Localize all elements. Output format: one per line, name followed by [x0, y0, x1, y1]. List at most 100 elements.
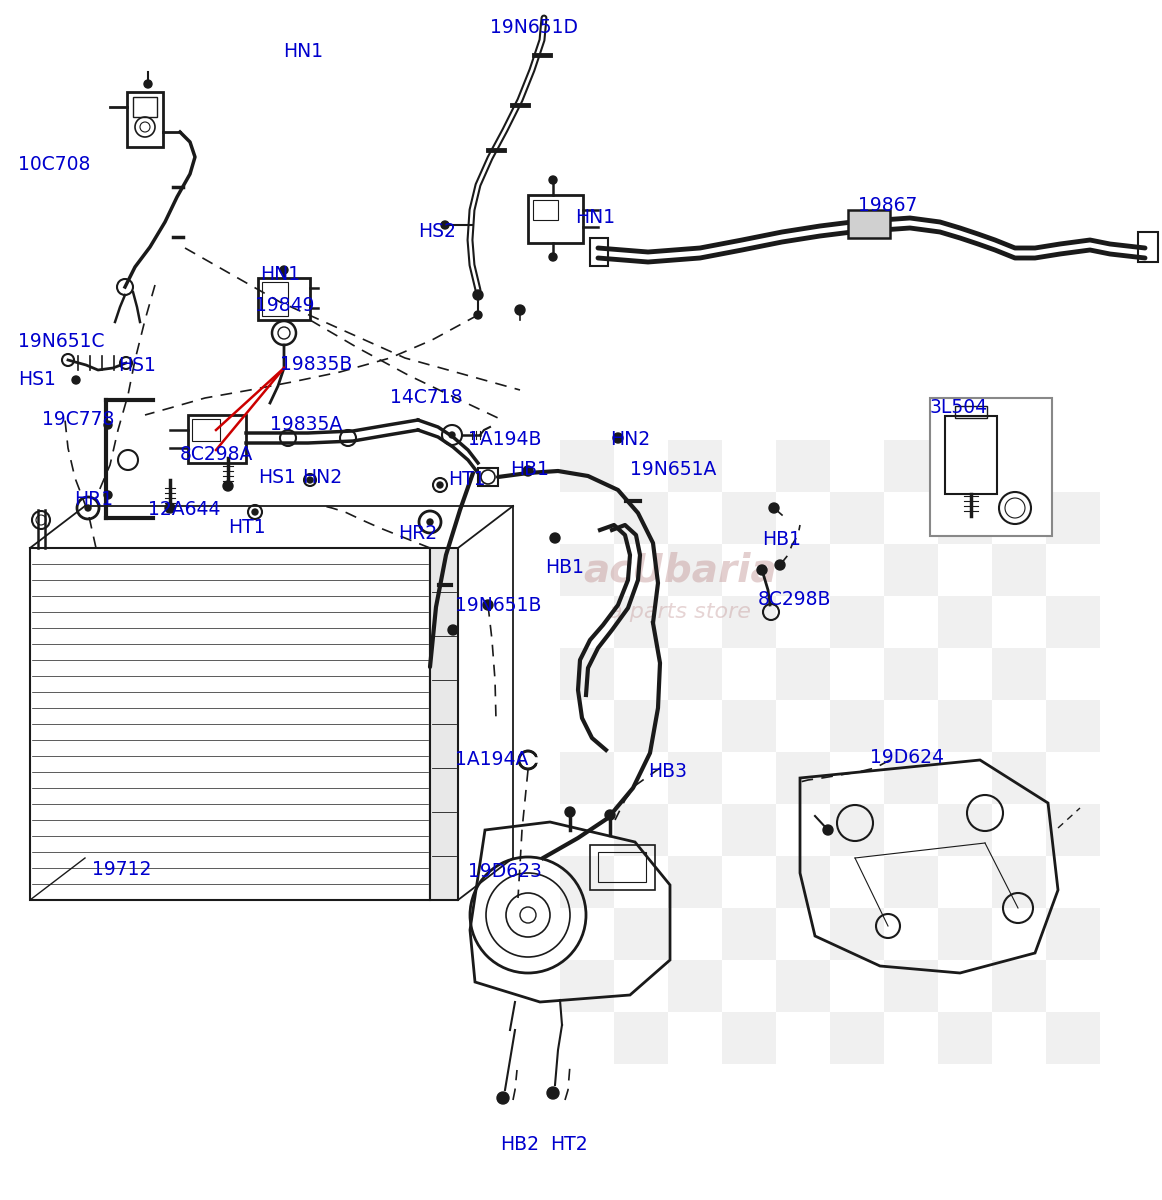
Text: 19849: 19849: [254, 296, 315, 314]
Circle shape: [548, 176, 557, 184]
Circle shape: [605, 810, 615, 820]
Text: HR1: HR1: [74, 490, 113, 509]
Bar: [1046, 700, 1100, 752]
Text: 1A194A: 1A194A: [456, 750, 529, 769]
Circle shape: [515, 305, 525, 314]
Text: HR2: HR2: [399, 524, 437, 542]
Text: HB1: HB1: [545, 558, 584, 577]
Circle shape: [449, 432, 456, 438]
Bar: [30, 548, 430, 900]
Circle shape: [548, 253, 557, 260]
Bar: [776, 544, 830, 596]
Bar: [938, 804, 992, 856]
Bar: [992, 648, 1046, 700]
Bar: [430, 548, 458, 900]
Bar: [590, 238, 608, 266]
Circle shape: [442, 221, 449, 229]
Bar: [614, 492, 668, 544]
Bar: [533, 200, 558, 220]
Bar: [938, 908, 992, 960]
Bar: [1046, 804, 1100, 856]
Bar: [722, 804, 776, 856]
Circle shape: [105, 421, 112, 428]
Text: HS2: HS2: [418, 222, 456, 241]
Circle shape: [823, 826, 833, 835]
Circle shape: [547, 1087, 559, 1099]
Bar: [132, 97, 157, 116]
Circle shape: [437, 482, 443, 488]
Bar: [992, 544, 1046, 596]
Bar: [884, 856, 938, 908]
Circle shape: [497, 1092, 509, 1104]
Text: HN1: HN1: [260, 265, 300, 284]
Bar: [992, 440, 1046, 492]
Text: 19D624: 19D624: [870, 748, 944, 767]
Bar: [668, 856, 722, 908]
Bar: [884, 752, 938, 804]
Bar: [830, 804, 884, 856]
Text: 19N651C: 19N651C: [17, 332, 105, 350]
Bar: [938, 492, 992, 544]
Text: HN2: HN2: [302, 468, 342, 487]
Text: 19N651A: 19N651A: [630, 460, 717, 479]
Bar: [992, 752, 1046, 804]
Text: 19835A: 19835A: [270, 415, 343, 434]
Bar: [192, 419, 220, 440]
Bar: [560, 856, 614, 908]
Text: HS1: HS1: [119, 356, 156, 374]
Text: a parts store: a parts store: [609, 602, 751, 622]
Circle shape: [550, 533, 560, 542]
Circle shape: [756, 565, 767, 575]
Text: 3L504: 3L504: [930, 398, 988, 416]
Bar: [884, 960, 938, 1012]
Bar: [560, 648, 614, 700]
Bar: [830, 492, 884, 544]
Bar: [884, 440, 938, 492]
Bar: [668, 544, 722, 596]
Bar: [127, 92, 163, 146]
Text: 14C718: 14C718: [390, 388, 462, 407]
Bar: [776, 752, 830, 804]
Text: 1A194B: 1A194B: [468, 430, 541, 449]
Bar: [560, 544, 614, 596]
Circle shape: [769, 503, 779, 514]
Circle shape: [474, 311, 482, 319]
Bar: [614, 596, 668, 648]
Text: HS1: HS1: [17, 370, 56, 389]
Circle shape: [565, 806, 575, 817]
Bar: [992, 856, 1046, 908]
Text: HT1: HT1: [449, 470, 486, 490]
Bar: [560, 752, 614, 804]
Bar: [614, 804, 668, 856]
Bar: [614, 700, 668, 752]
Text: 19867: 19867: [858, 196, 917, 215]
Bar: [776, 960, 830, 1012]
Text: HT2: HT2: [550, 1135, 588, 1154]
Bar: [776, 648, 830, 700]
Bar: [938, 596, 992, 648]
Bar: [590, 845, 655, 890]
Bar: [848, 210, 890, 238]
Text: HB2: HB2: [500, 1135, 539, 1154]
Bar: [722, 492, 776, 544]
Circle shape: [775, 560, 786, 570]
Circle shape: [105, 491, 112, 499]
Text: HN2: HN2: [610, 430, 650, 449]
Bar: [1046, 492, 1100, 544]
Circle shape: [144, 80, 152, 88]
Bar: [955, 406, 987, 418]
Bar: [478, 468, 498, 486]
Bar: [830, 1012, 884, 1064]
Bar: [884, 648, 938, 700]
Text: HT1: HT1: [228, 518, 266, 538]
Bar: [258, 278, 310, 320]
Circle shape: [165, 503, 175, 514]
Circle shape: [426, 518, 433, 526]
Text: 19C778: 19C778: [42, 410, 114, 428]
Circle shape: [72, 376, 80, 384]
Bar: [722, 596, 776, 648]
Text: 10C708: 10C708: [17, 155, 91, 174]
Bar: [938, 1012, 992, 1064]
Bar: [668, 960, 722, 1012]
Circle shape: [519, 751, 537, 769]
